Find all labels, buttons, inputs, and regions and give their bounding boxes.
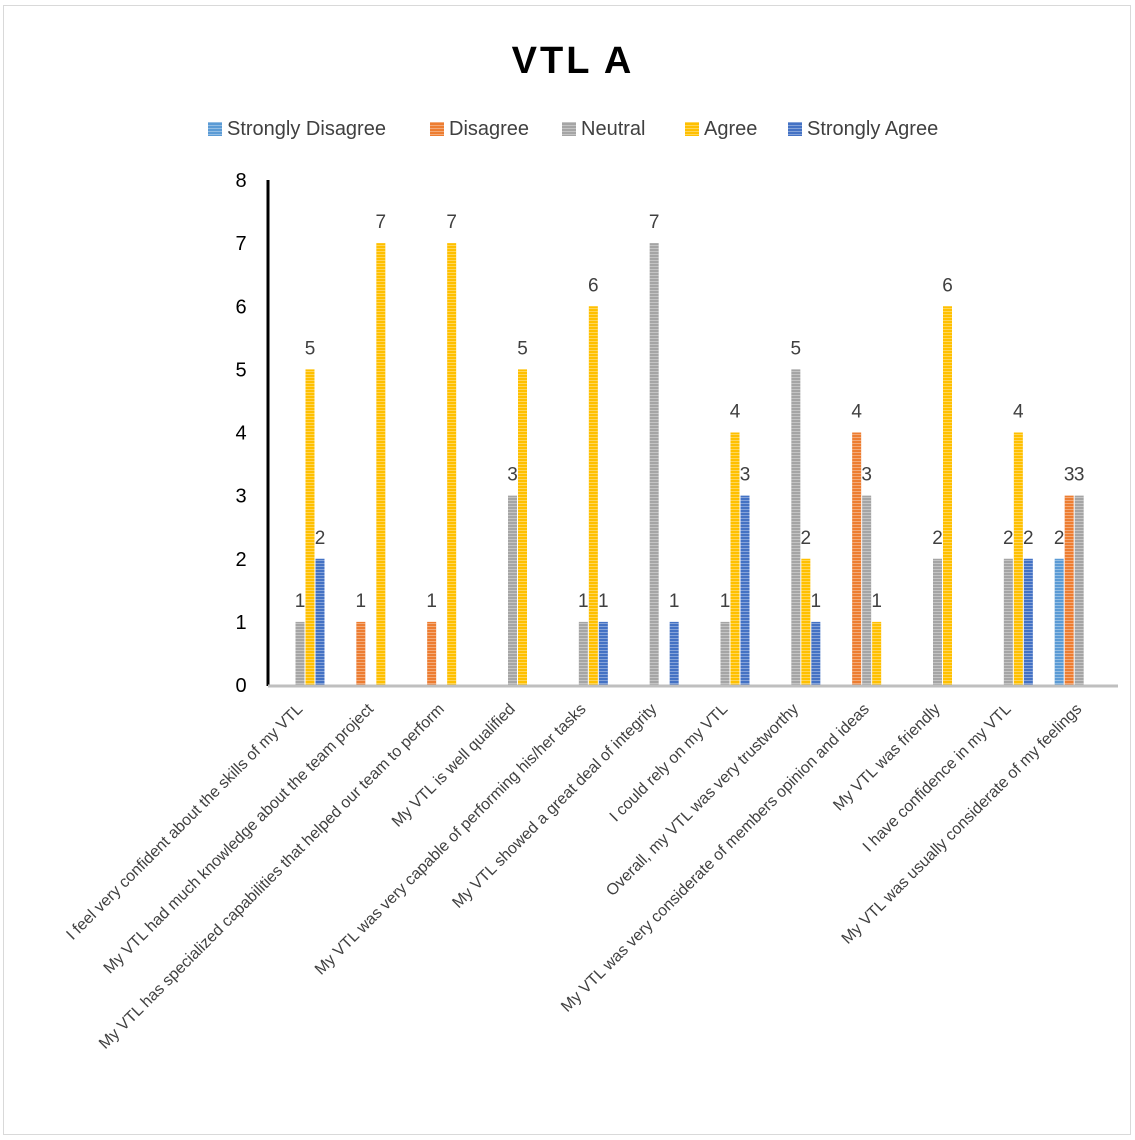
data-label: 2	[801, 528, 812, 549]
bar-texture	[427, 621, 437, 685]
y-tick-label: 4	[235, 423, 246, 445]
legend-label: Neutral	[581, 118, 645, 140]
data-label: 6	[588, 275, 599, 296]
bar-texture	[730, 432, 740, 685]
bar-texture	[801, 558, 811, 685]
chart-title: VTL A	[512, 40, 635, 82]
bar-texture	[862, 495, 872, 685]
bar-texture	[791, 369, 801, 685]
y-tick-label: 7	[235, 233, 246, 255]
data-label: 5	[517, 338, 528, 359]
legend-item-4: Strongly Agree	[788, 118, 938, 140]
bar-texture	[578, 621, 588, 685]
bar-texture	[598, 621, 608, 685]
bars	[295, 243, 1084, 685]
x-category-label: My VTL was very capable of performing hi…	[312, 701, 590, 979]
data-label: 3	[1074, 465, 1085, 486]
data-label: 4	[1013, 402, 1024, 423]
bar-texture	[447, 243, 457, 685]
x-category-label: I could rely on my VTL	[607, 701, 732, 826]
data-label: 1	[356, 591, 367, 612]
bar-texture	[518, 369, 527, 685]
x-category-label: My VTL has specialized capabilities that…	[96, 701, 448, 1053]
data-label: 1	[811, 591, 822, 612]
legend-label: Agree	[704, 118, 757, 140]
data-label: 5	[791, 338, 802, 359]
x-category-label: I feel very confident about the skills o…	[63, 701, 306, 944]
data-label: 7	[376, 212, 387, 233]
bar-texture	[740, 495, 750, 685]
data-label: 7	[446, 212, 457, 233]
legend-item-0: Strongly Disagree	[208, 118, 386, 140]
y-tick-label: 6	[235, 296, 246, 318]
data-label: 1	[720, 591, 731, 612]
data-label: 1	[871, 591, 882, 612]
y-tick-label: 1	[235, 612, 246, 634]
data-label: 2	[1054, 528, 1065, 549]
bar-texture	[315, 558, 325, 685]
bar-texture	[933, 558, 942, 685]
bar-texture	[1074, 495, 1084, 685]
data-label: 1	[669, 591, 680, 612]
data-label: 2	[1023, 528, 1034, 549]
legend-item-1: Disagree	[430, 118, 529, 140]
x-axis: I feel very confident about the skills o…	[63, 684, 1118, 1053]
data-label: 3	[861, 465, 872, 486]
bar-texture	[295, 621, 305, 685]
bar-texture	[1003, 558, 1013, 685]
data-label: 4	[730, 402, 741, 423]
data-label: 3	[740, 465, 751, 486]
bar-texture	[588, 306, 598, 685]
data-label: 1	[426, 591, 437, 612]
legend-item-2: Neutral	[562, 118, 645, 140]
data-label: 1	[578, 591, 589, 612]
y-tick-label: 2	[235, 549, 246, 571]
data-label: 1	[598, 591, 609, 612]
x-category-label: My VTL was usually considerate of my fee…	[839, 701, 1086, 948]
data-label: 2	[315, 528, 326, 549]
bar-texture	[305, 369, 315, 685]
bar-texture	[1054, 558, 1064, 685]
bar-texture	[356, 621, 366, 685]
legend-item-3: Agree	[685, 118, 757, 140]
legend-label: Strongly Agree	[807, 118, 938, 140]
data-label: 1	[295, 591, 306, 612]
data-label: 5	[305, 338, 316, 359]
bar-texture	[1064, 495, 1074, 685]
bar-texture	[508, 495, 517, 685]
bar-texture	[872, 621, 882, 685]
y-tick-label: 5	[235, 359, 246, 381]
bar-texture	[1013, 432, 1023, 685]
bar-texture	[852, 432, 862, 685]
y-axis: 0 1 2 3 4 5 6 7 8	[235, 170, 270, 697]
bar-texture	[720, 621, 730, 685]
data-label: 4	[851, 402, 862, 423]
bar-texture	[376, 243, 386, 685]
y-tick-label: 8	[235, 170, 246, 192]
data-label: 3	[507, 465, 518, 486]
data-label: 6	[942, 275, 953, 296]
data-label: 2	[1003, 528, 1014, 549]
x-category-label: My VTL had much knowledge about the team…	[101, 700, 378, 977]
legend-label: Strongly Disagree	[227, 118, 386, 140]
x-category-label: My VTL is well qualified	[389, 701, 519, 831]
bar-texture	[669, 621, 679, 685]
bar-texture	[1023, 558, 1033, 685]
data-label: 7	[649, 212, 660, 233]
bar-texture	[943, 306, 952, 685]
y-tick-label: 3	[235, 486, 246, 508]
data-label: 2	[932, 528, 943, 549]
legend-label: Disagree	[449, 118, 529, 140]
bar-texture	[649, 243, 659, 685]
bar-texture	[811, 621, 821, 685]
x-category-label: I have confidence in my VTL	[860, 701, 1015, 856]
legend: Strongly Disagree Disagree Neutral Agree Str…	[208, 118, 938, 140]
y-tick-label: 0	[235, 675, 246, 697]
data-label: 3	[1064, 465, 1075, 486]
